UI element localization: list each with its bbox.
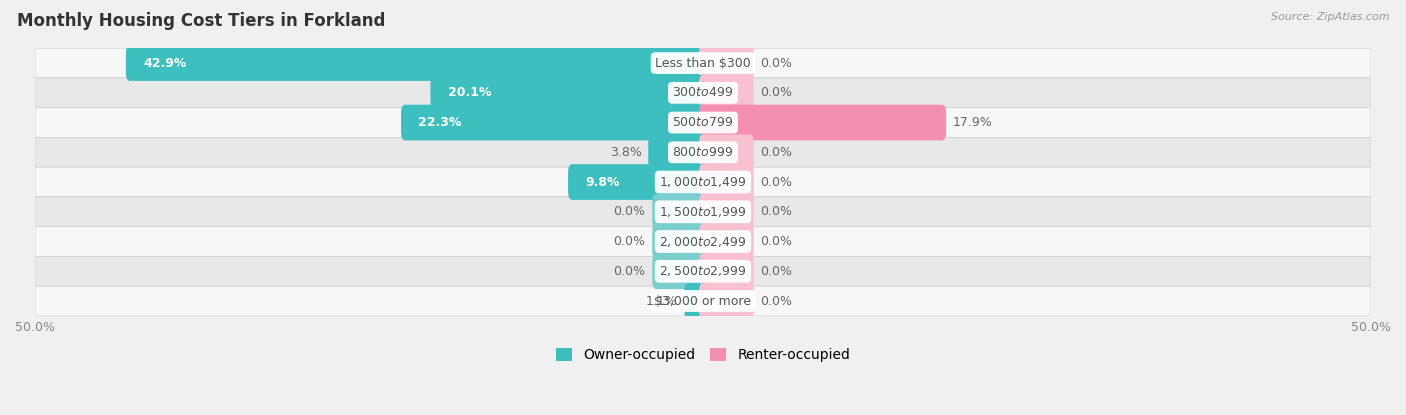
FancyBboxPatch shape [35, 78, 1371, 107]
FancyBboxPatch shape [699, 164, 754, 200]
Text: $800 to $999: $800 to $999 [672, 146, 734, 159]
Text: Source: ZipAtlas.com: Source: ZipAtlas.com [1271, 12, 1389, 22]
Text: 17.9%: 17.9% [953, 116, 993, 129]
Text: 0.0%: 0.0% [761, 295, 793, 308]
Text: 0.0%: 0.0% [761, 265, 793, 278]
Text: 0.0%: 0.0% [761, 56, 793, 70]
Text: $2,000 to $2,499: $2,000 to $2,499 [659, 234, 747, 249]
Text: $1,000 to $1,499: $1,000 to $1,499 [659, 175, 747, 189]
Text: $3,000 or more: $3,000 or more [655, 295, 751, 308]
Text: 9.8%: 9.8% [585, 176, 620, 188]
FancyBboxPatch shape [699, 134, 754, 170]
Text: 20.1%: 20.1% [449, 86, 491, 99]
FancyBboxPatch shape [652, 194, 707, 229]
FancyBboxPatch shape [35, 227, 1371, 256]
FancyBboxPatch shape [35, 48, 1371, 78]
Text: 0.0%: 0.0% [761, 235, 793, 248]
FancyBboxPatch shape [699, 45, 754, 81]
FancyBboxPatch shape [648, 134, 707, 170]
FancyBboxPatch shape [430, 75, 707, 111]
FancyBboxPatch shape [699, 105, 946, 140]
Text: 22.3%: 22.3% [419, 116, 461, 129]
FancyBboxPatch shape [699, 224, 754, 259]
Text: 0.0%: 0.0% [761, 146, 793, 159]
Text: $500 to $799: $500 to $799 [672, 116, 734, 129]
FancyBboxPatch shape [699, 75, 754, 111]
FancyBboxPatch shape [35, 167, 1371, 197]
Text: $1,500 to $1,999: $1,500 to $1,999 [659, 205, 747, 219]
Text: 0.0%: 0.0% [761, 176, 793, 188]
Text: 1.1%: 1.1% [645, 295, 678, 308]
FancyBboxPatch shape [127, 45, 707, 81]
Text: Less than $300: Less than $300 [655, 56, 751, 70]
FancyBboxPatch shape [35, 107, 1371, 137]
FancyBboxPatch shape [652, 254, 707, 289]
FancyBboxPatch shape [35, 286, 1371, 316]
Text: 0.0%: 0.0% [613, 235, 645, 248]
Text: 0.0%: 0.0% [761, 205, 793, 218]
FancyBboxPatch shape [35, 137, 1371, 167]
FancyBboxPatch shape [401, 105, 707, 140]
Text: 0.0%: 0.0% [613, 265, 645, 278]
Text: 3.8%: 3.8% [610, 146, 641, 159]
Text: $300 to $499: $300 to $499 [672, 86, 734, 99]
FancyBboxPatch shape [699, 254, 754, 289]
Text: 0.0%: 0.0% [613, 205, 645, 218]
FancyBboxPatch shape [699, 194, 754, 229]
FancyBboxPatch shape [699, 283, 754, 319]
Legend: Owner-occupied, Renter-occupied: Owner-occupied, Renter-occupied [550, 343, 856, 368]
FancyBboxPatch shape [568, 164, 707, 200]
FancyBboxPatch shape [685, 283, 707, 319]
Text: 42.9%: 42.9% [143, 56, 187, 70]
FancyBboxPatch shape [652, 224, 707, 259]
FancyBboxPatch shape [35, 197, 1371, 227]
Text: 0.0%: 0.0% [761, 86, 793, 99]
Text: Monthly Housing Cost Tiers in Forkland: Monthly Housing Cost Tiers in Forkland [17, 12, 385, 30]
FancyBboxPatch shape [35, 256, 1371, 286]
Text: $2,500 to $2,999: $2,500 to $2,999 [659, 264, 747, 278]
